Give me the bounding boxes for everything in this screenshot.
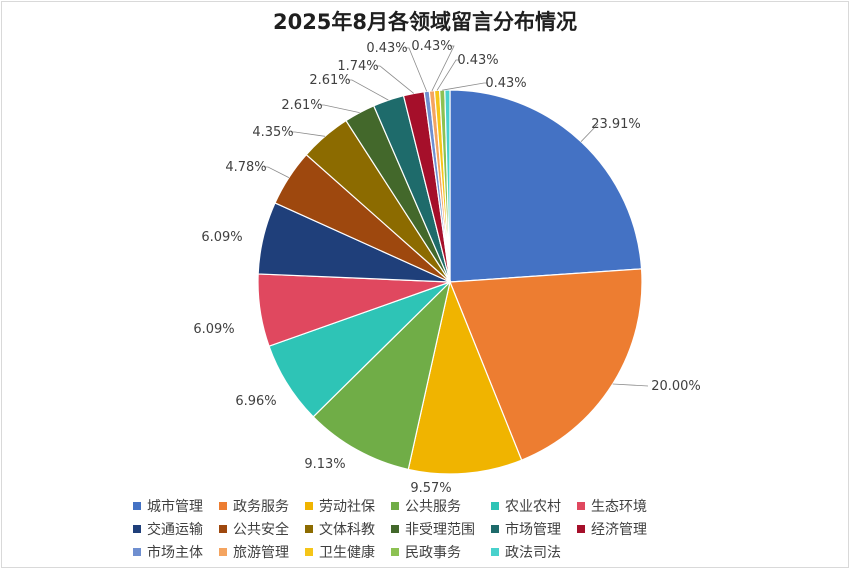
legend-item-7: 交通运输 [133, 518, 203, 539]
legend-item-10: 非受理范围 [391, 518, 475, 539]
leader-line-9 [291, 131, 326, 137]
legend-swatch [491, 547, 499, 556]
legend-swatch [305, 547, 313, 556]
data-label-16: 0.43% [485, 76, 526, 91]
legend-label: 农业农村 [505, 498, 561, 515]
legend-label: 公共服务 [405, 498, 461, 515]
data-label-11: 2.61% [309, 73, 350, 88]
legend-item-17: 政法司法 [491, 541, 561, 562]
data-label-12: 1.74% [337, 59, 378, 74]
legend-label: 文体科教 [319, 521, 375, 538]
legend-swatch [219, 524, 227, 533]
legend-item-3: 劳动社保 [305, 495, 375, 516]
legend-swatch [391, 524, 399, 533]
legend-swatch [305, 501, 313, 510]
chart-title: 2025年8月各领域留言分布情况 [272, 10, 578, 34]
legend-label: 市场管理 [505, 521, 561, 538]
legend-swatch [219, 547, 227, 556]
leader-line-1 [580, 123, 599, 142]
legend-item-5: 农业农村 [491, 495, 561, 516]
legend-label: 非受理范围 [405, 521, 475, 538]
leader-line-2 [612, 383, 649, 387]
legend: 城市管理 政务服务 劳动社保 公共服务 农业农村 生态环境交通运输 公共安全 文体科教 非受理范… [133, 495, 753, 562]
legend-swatch [577, 524, 585, 533]
pie-slice-4 [312, 280, 452, 471]
legend-item-2: 政务服务 [219, 495, 289, 516]
leader-line-12 [376, 65, 415, 94]
data-label-4: 9.13% [304, 457, 345, 472]
legend-swatch [391, 547, 399, 556]
data-label-1: 23.91% [591, 117, 641, 132]
legend-label: 市场主体 [147, 544, 203, 561]
legend-label: 生态环境 [591, 498, 647, 515]
legend-label: 政务服务 [233, 498, 289, 515]
legend-swatch [219, 501, 227, 510]
legend-item-11: 市场管理 [491, 518, 561, 539]
legend-swatch [133, 547, 141, 556]
legend-item-6: 生态环境 [577, 495, 647, 516]
legend-item-9: 文体科教 [305, 518, 375, 539]
legend-swatch [491, 524, 499, 533]
pie-slice-3 [407, 279, 523, 475]
legend-swatch [133, 524, 141, 533]
leader-line-13 [405, 47, 428, 92]
data-label-8: 4.78% [225, 160, 266, 175]
legend-item-12: 经济管理 [577, 518, 647, 539]
legend-label: 经济管理 [591, 521, 647, 538]
legend-item-4: 公共服务 [391, 495, 475, 516]
leader-line-16 [442, 82, 488, 91]
pie-slice-2 [449, 268, 643, 461]
leader-line-15 [436, 59, 460, 91]
legend-swatch [391, 501, 399, 510]
leader-line-11 [348, 79, 389, 101]
legend-item-13: 市场主体 [133, 541, 203, 562]
data-label-6: 6.09% [193, 322, 234, 337]
legend-item-15: 卫生健康 [305, 541, 375, 562]
legend-swatch [491, 501, 499, 510]
data-label-9: 4.35% [252, 125, 293, 140]
legend-item-16: 民政事务 [391, 541, 475, 562]
data-label-15: 0.43% [457, 53, 498, 68]
leader-line-14 [431, 45, 455, 92]
legend-swatch [133, 501, 141, 510]
legend-label: 政法司法 [505, 544, 561, 561]
data-label-7: 6.09% [201, 230, 242, 245]
legend-label: 公共安全 [233, 521, 289, 538]
legend-swatch [305, 524, 313, 533]
leader-line-10 [320, 104, 360, 113]
legend-item-14: 旅游管理 [219, 541, 289, 562]
legend-label: 交通运输 [147, 521, 203, 538]
legend-label: 城市管理 [147, 498, 203, 515]
legend-swatch [577, 501, 585, 510]
data-label-5: 6.96% [235, 394, 276, 409]
data-label-2: 20.00% [651, 379, 701, 394]
leader-line-8 [264, 166, 290, 178]
pie-slice-1 [449, 89, 643, 283]
data-label-13: 0.43% [366, 41, 407, 56]
data-label-10: 2.61% [281, 98, 322, 113]
data-label-3: 9.57% [410, 481, 451, 496]
legend-item-1: 城市管理 [133, 495, 203, 516]
legend-item-8: 公共安全 [219, 518, 289, 539]
legend-label: 旅游管理 [233, 544, 289, 561]
legend-label: 卫生健康 [319, 544, 375, 561]
data-label-14: 0.43% [411, 39, 452, 54]
legend-label: 民政事务 [405, 544, 461, 561]
legend-label: 劳动社保 [319, 498, 375, 515]
